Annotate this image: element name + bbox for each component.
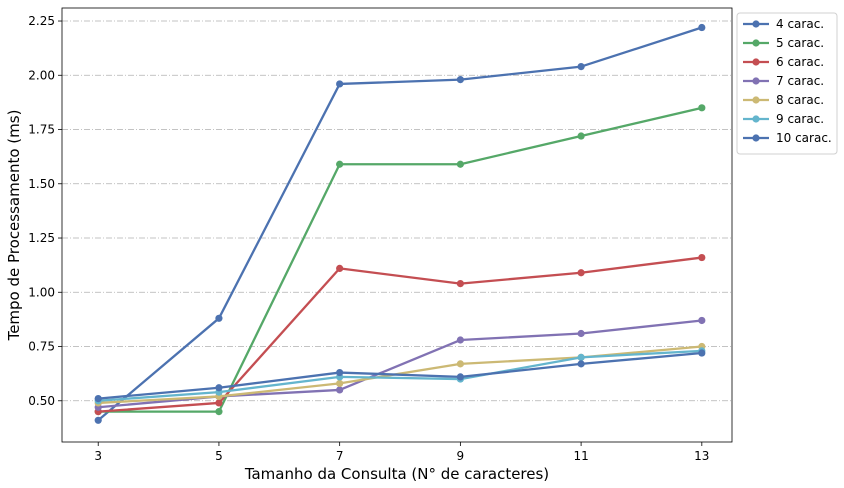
x-tick-label: 9 bbox=[457, 449, 465, 463]
legend-label: 5 carac. bbox=[776, 36, 824, 50]
x-tick-label: 3 bbox=[94, 449, 102, 463]
y-tick-label: 2.25 bbox=[28, 14, 55, 28]
y-tick-label: 0.75 bbox=[28, 340, 55, 354]
x-tick-label: 13 bbox=[694, 449, 709, 463]
series-5-carac bbox=[94, 104, 706, 416]
x-axis: 3 5 7 9 11 13 bbox=[94, 442, 709, 463]
data-point bbox=[577, 360, 585, 368]
data-point bbox=[456, 360, 464, 368]
legend-swatch-marker bbox=[752, 115, 760, 123]
x-tick-label: 11 bbox=[573, 449, 588, 463]
legend-label: 4 carac. bbox=[776, 17, 824, 31]
legend-label: 10 carac. bbox=[776, 131, 832, 145]
legend-item: 6 carac. bbox=[743, 55, 824, 69]
legend: 4 carac. 5 carac. 6 carac. 7 carac. 8 carac.… bbox=[736, 12, 838, 155]
data-point bbox=[94, 395, 102, 403]
legend-swatch-marker bbox=[752, 58, 760, 66]
legend-swatch-marker bbox=[752, 20, 760, 28]
legend-item: 9 carac. bbox=[743, 112, 824, 126]
data-point bbox=[698, 316, 706, 325]
legend-swatch-marker bbox=[752, 96, 760, 104]
y-tick-label: 1.75 bbox=[28, 123, 55, 137]
x-tick-label: 5 bbox=[215, 449, 223, 463]
data-point bbox=[456, 279, 464, 288]
data-point bbox=[215, 399, 223, 407]
y-tick-label: 2.00 bbox=[28, 68, 55, 82]
data-point bbox=[577, 269, 585, 277]
series-7-carac bbox=[94, 316, 706, 411]
data-point bbox=[456, 160, 464, 168]
series-layer bbox=[94, 23, 706, 424]
series-line bbox=[98, 256, 702, 413]
data-point bbox=[698, 104, 706, 112]
plot-frame bbox=[61, 7, 733, 443]
series-10-carac bbox=[94, 349, 706, 403]
data-point bbox=[215, 384, 223, 392]
legend-item: 10 carac. bbox=[743, 131, 832, 145]
data-point bbox=[336, 160, 344, 168]
series-line bbox=[97, 26, 703, 422]
series-4-carac bbox=[94, 23, 706, 424]
data-point bbox=[336, 386, 344, 394]
legend-label: 9 carac. bbox=[776, 112, 824, 126]
y-gridlines bbox=[62, 20, 732, 402]
legend-swatch-marker bbox=[752, 39, 760, 47]
legend-label: 6 carac. bbox=[776, 55, 824, 69]
data-point bbox=[698, 23, 706, 32]
data-point bbox=[698, 253, 706, 262]
legend-item: 4 carac. bbox=[743, 17, 824, 31]
data-point bbox=[456, 76, 464, 84]
data-point bbox=[336, 80, 344, 88]
data-point bbox=[577, 329, 585, 338]
series-line bbox=[98, 349, 702, 402]
x-axis-label: Tamanho da Consulta (N° de caracteres) bbox=[244, 465, 549, 483]
y-tick-label: 1.25 bbox=[28, 231, 55, 245]
data-point bbox=[456, 336, 464, 344]
legend-swatch-marker bbox=[752, 77, 760, 85]
data-point bbox=[336, 368, 344, 377]
data-point bbox=[577, 353, 585, 361]
series-6-carac bbox=[94, 253, 706, 416]
data-point bbox=[456, 373, 464, 381]
data-point bbox=[215, 314, 223, 322]
y-tick-label: 1.00 bbox=[28, 285, 55, 299]
data-point bbox=[698, 349, 706, 357]
data-point bbox=[577, 62, 585, 71]
data-point bbox=[336, 379, 344, 388]
legend-item: 7 carac. bbox=[743, 74, 824, 88]
y-axis: 0.50 0.75 1.00 1.25 1.50 1.75 2.00 2.25 bbox=[28, 14, 62, 408]
data-point bbox=[215, 408, 223, 416]
y-axis-label: Tempo de Processamento (ms) bbox=[5, 110, 23, 342]
series-line bbox=[98, 351, 702, 400]
y-tick-label: 0.50 bbox=[28, 394, 55, 408]
y-tick-label: 1.50 bbox=[28, 177, 55, 191]
legend-swatch-marker bbox=[752, 134, 760, 142]
data-point bbox=[94, 416, 102, 424]
legend-item: 8 carac. bbox=[743, 93, 824, 107]
legend-label: 8 carac. bbox=[776, 93, 824, 107]
data-point bbox=[336, 264, 344, 272]
data-point bbox=[577, 132, 585, 140]
legend-item: 5 carac. bbox=[743, 36, 824, 50]
x-tick-label: 7 bbox=[336, 449, 344, 463]
legend-label: 7 carac. bbox=[776, 74, 824, 88]
series-line bbox=[98, 106, 703, 413]
